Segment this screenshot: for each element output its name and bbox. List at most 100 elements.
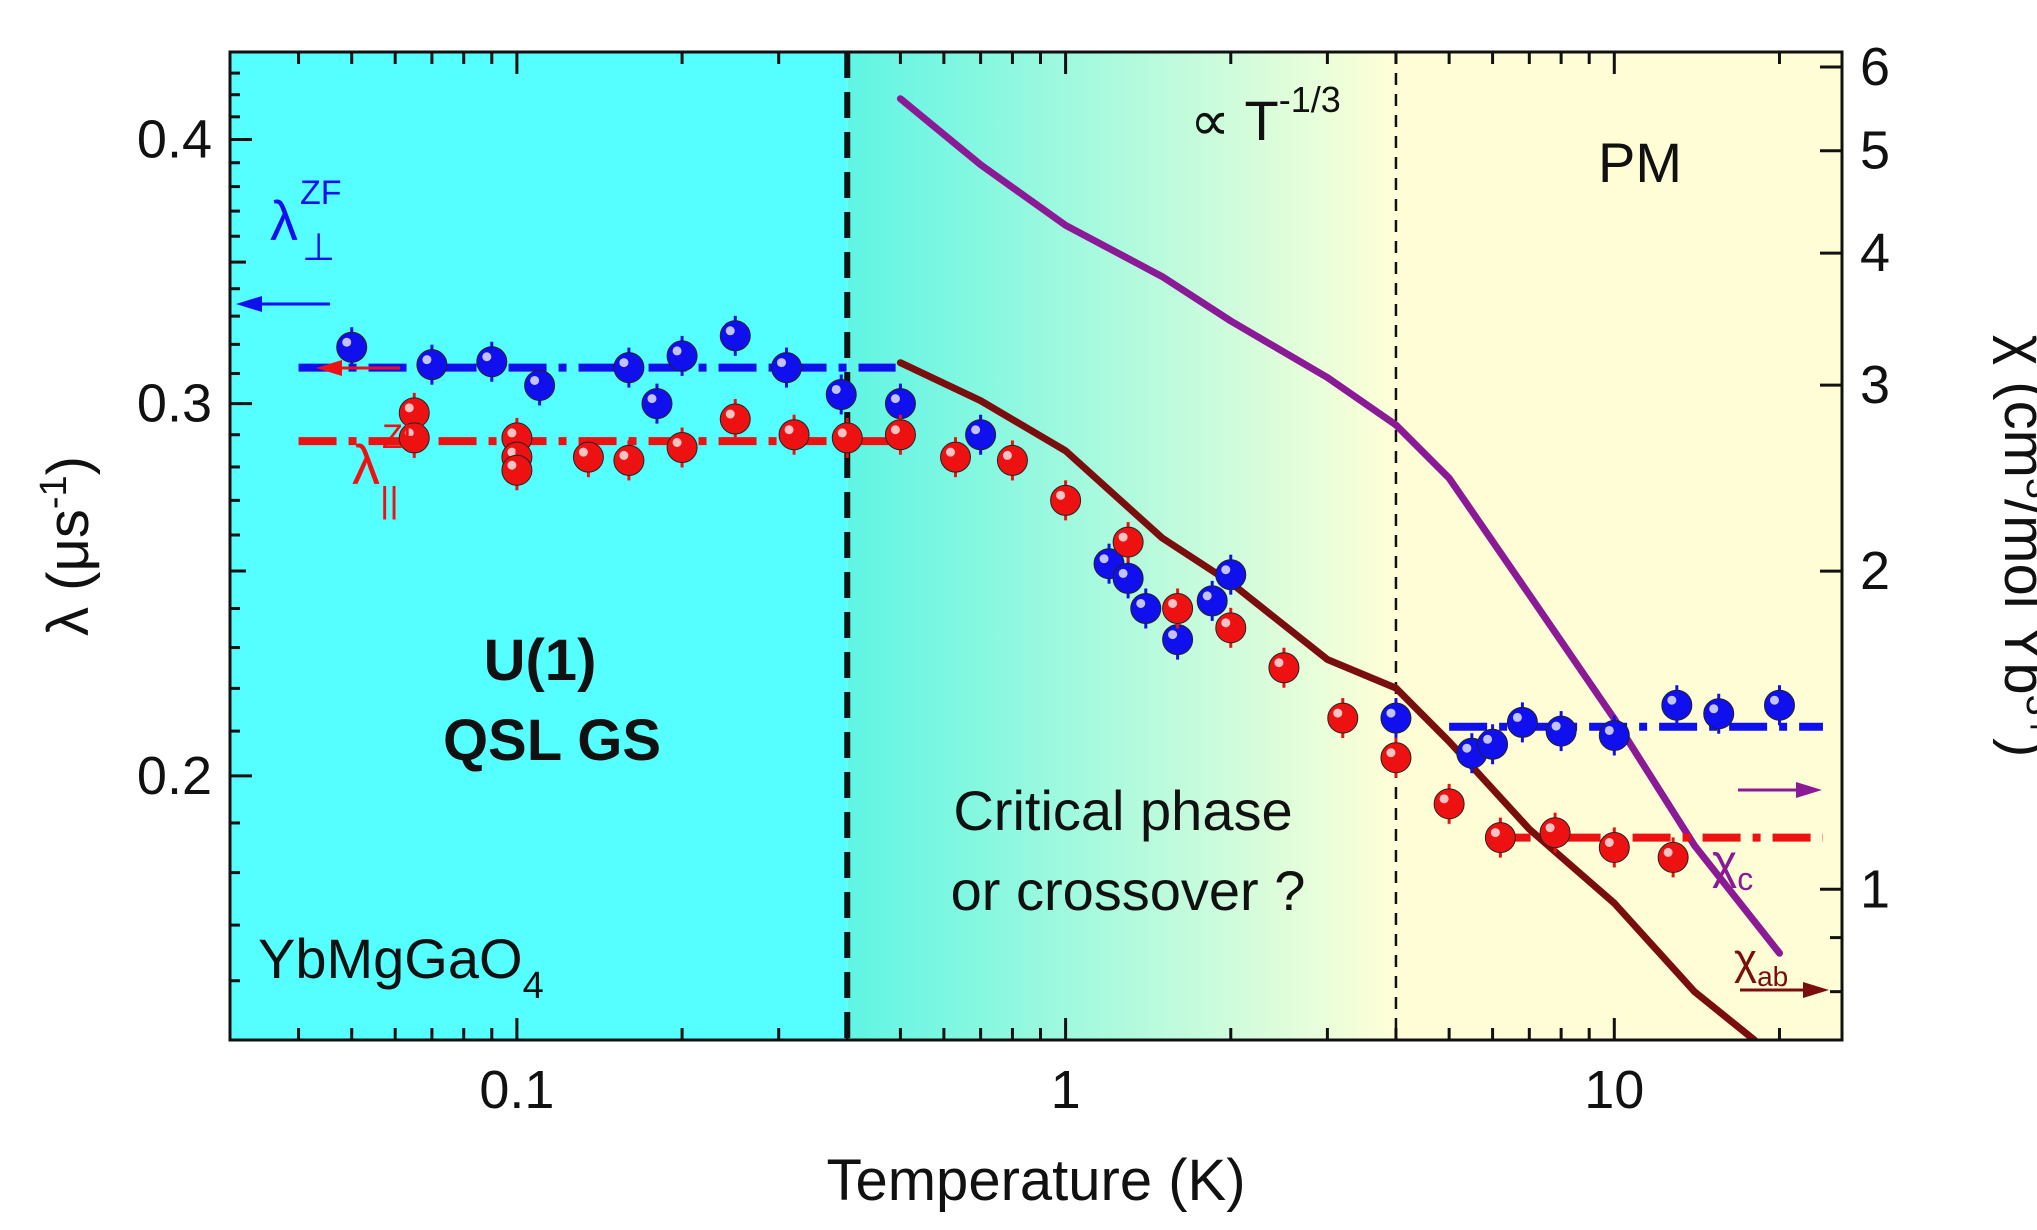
par-marker-15 (1050, 484, 1082, 516)
perp-marker-26 (1703, 698, 1735, 730)
par-point-1 (398, 392, 430, 433)
perp-point-3 (476, 341, 508, 382)
par-point-23 (1484, 817, 1516, 858)
y-right-axis-ticks: 1 2 3 4 5 6 (1820, 37, 1890, 994)
perp-highlight-20 (1462, 743, 1472, 753)
perp-highlight-3 (482, 352, 492, 362)
par-point-15 (1050, 480, 1082, 521)
par-highlight-5 (507, 460, 517, 470)
par-point-16 (1112, 522, 1144, 563)
par-highlight-6 (578, 447, 588, 457)
perp-marker-9 (771, 352, 803, 384)
perp-highlight-12 (971, 425, 981, 435)
perp-marker-22 (1506, 706, 1538, 738)
svg-text:λZF: λZF (352, 418, 424, 496)
y-right-tick-label: 4 (1860, 223, 1890, 283)
perp-highlight-16 (1168, 630, 1178, 640)
svg-text:||: || (380, 479, 399, 520)
par-marker-18 (1215, 612, 1247, 644)
par-highlight-18 (1221, 618, 1231, 628)
par-highlight-26 (1663, 847, 1673, 857)
par-marker-13 (940, 441, 972, 473)
perp-highlight-8 (725, 326, 735, 336)
y-left-tick-label: 0.3 (137, 374, 212, 434)
perp-point-21 (1477, 724, 1509, 765)
perp-point-12 (965, 414, 997, 455)
y-left-axis-ticks: 0.2 0.3 0.4 (137, 50, 252, 1042)
perp-highlight-13 (1099, 554, 1109, 564)
perp-highlight-10 (831, 384, 841, 394)
perp-point-9 (771, 347, 803, 388)
y-right-tick-label: 5 (1860, 121, 1890, 181)
critical-label-line2: or crossover ? (951, 859, 1306, 922)
perp-marker-14 (1112, 562, 1144, 594)
par-point-12 (884, 414, 916, 455)
par-highlight-2 (404, 428, 414, 438)
par-marker-7 (613, 444, 645, 476)
perp-highlight-25 (1667, 695, 1677, 705)
chi-ab-axis-arrow (1740, 982, 1829, 998)
par-marker-25 (1598, 831, 1630, 863)
perp-highlight-26 (1709, 704, 1719, 714)
perp-point-23 (1545, 711, 1577, 752)
par-highlight-8 (672, 438, 682, 448)
par-highlight-24 (1545, 823, 1555, 833)
perp-highlight-21 (1483, 734, 1493, 744)
qsl-label-line1: U(1) (484, 628, 597, 693)
y-right-axis-title: χ (cm3/mol Yb3+) (1992, 335, 2037, 758)
par-marker-11 (831, 422, 863, 454)
par-point-22 (1433, 783, 1465, 824)
perp-highlight-5 (619, 358, 629, 368)
par-point-24 (1539, 812, 1571, 853)
perp-highlight-14 (1118, 568, 1128, 578)
par-highlight-14 (1002, 450, 1012, 460)
par-point-17 (1162, 588, 1194, 629)
par-highlight-12 (890, 425, 900, 435)
par-point-19 (1268, 647, 1300, 688)
par-point-21 (1380, 737, 1412, 778)
phase-boundaries (844, 52, 1398, 1040)
perp-highlight-17 (1202, 591, 1212, 601)
x-tick-label: 10 (1584, 1060, 1644, 1120)
par-marker-23 (1484, 822, 1516, 854)
perp-marker-10 (825, 378, 857, 410)
par-marker-22 (1433, 788, 1465, 820)
perp-point-6 (641, 383, 673, 424)
chi-c-label: χc (1712, 836, 1753, 897)
par-point-2 (398, 417, 430, 458)
data-points (336, 315, 1795, 878)
perp-point-8 (719, 315, 751, 356)
par-point-10 (778, 414, 810, 455)
par-highlight-25 (1604, 837, 1614, 847)
par-marker-14 (996, 444, 1028, 476)
perp-marker-3 (476, 346, 508, 378)
par-highlight-11 (837, 428, 847, 438)
y-right-tick-label: 2 (1860, 541, 1890, 601)
par-marker-24 (1539, 817, 1571, 849)
par-highlight-4 (507, 447, 517, 457)
par-point-26 (1657, 837, 1689, 878)
perp-marker-19 (1380, 702, 1412, 734)
perp-highlight-23 (1551, 721, 1561, 731)
perp-marker-15 (1130, 592, 1162, 624)
par-point-5 (501, 450, 533, 491)
par-marker-26 (1657, 841, 1689, 873)
par-highlight-17 (1168, 598, 1178, 608)
lambda-perp-axis-arrow (236, 296, 330, 312)
chi-c-axis-arrow (1738, 782, 1822, 798)
par-marker-20 (1327, 702, 1359, 734)
compound-label: YbMgGaO4 (258, 927, 544, 1007)
par-point-14 (996, 440, 1028, 481)
perp-marker-24 (1598, 719, 1630, 751)
perp-highlight-27 (1769, 695, 1779, 705)
perp-highlight-2 (422, 355, 432, 365)
par-point-8 (666, 427, 698, 468)
perp-point-15 (1130, 588, 1162, 629)
chi-ab-curve (896, 359, 1758, 1040)
perp-point-2 (416, 344, 448, 385)
perp-point-27 (1763, 685, 1795, 726)
par-marker-12 (884, 419, 916, 451)
perp-point-7 (666, 335, 698, 376)
svg-text:λZF: λZF (270, 174, 342, 252)
plot-frame (228, 50, 1844, 1042)
